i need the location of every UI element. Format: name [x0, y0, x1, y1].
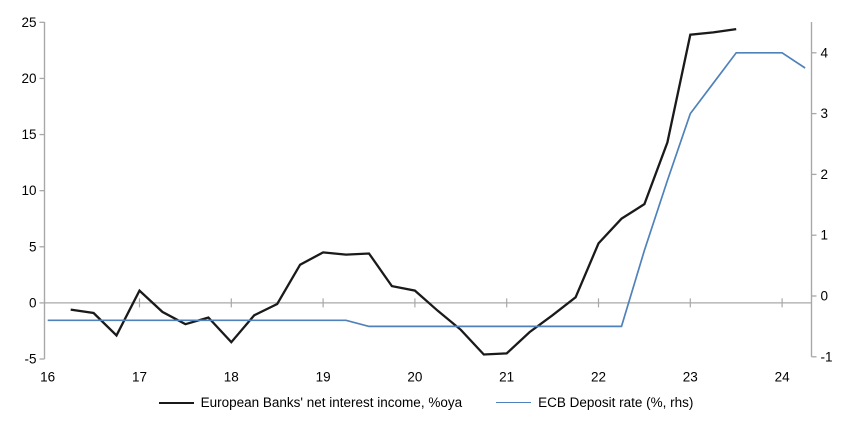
legend-label-ecb-deposit-rate: ECB Deposit rate (%, rhs) — [538, 395, 694, 410]
blue-line-swatch-icon — [496, 402, 532, 403]
y-axis-left-tick-label: 15 — [21, 127, 36, 142]
y-axis-right-tick-label: 3 — [821, 106, 829, 121]
x-axis-tick-label: 24 — [775, 370, 791, 385]
y-axis-right-tick-label: 0 — [821, 289, 829, 304]
x-axis-tick-label: 22 — [591, 370, 606, 385]
black-line-swatch-icon — [158, 401, 194, 404]
x-axis-tick-label: 19 — [316, 370, 331, 385]
series-line-ecb-deposit-rate — [47, 51, 806, 328]
y-axis-right-tick-label: 4 — [821, 45, 829, 60]
y-axis-right-tick-label: 1 — [821, 228, 829, 243]
y-axis-left-tick-label: 25 — [21, 15, 36, 30]
legend-label-net-interest-income: European Banks' net interest income, %oy… — [200, 395, 463, 410]
x-axis-tick-label: 20 — [407, 370, 422, 385]
y-axis-left-tick-label: 0 — [29, 295, 37, 310]
x-axis-tick-label: 21 — [499, 370, 514, 385]
legend: European Banks' net interest income, %oy… — [0, 395, 852, 410]
y-axis-right-tick-label: -1 — [821, 349, 833, 364]
series-line-net-interest-income — [70, 27, 737, 356]
x-axis-tick-label: 17 — [132, 370, 147, 385]
legend-item-ecb-deposit-rate: ECB Deposit rate (%, rhs) — [496, 395, 693, 410]
y-axis-left-tick-label: 5 — [29, 239, 37, 254]
legend-item-net-interest-income: European Banks' net interest income, %oy… — [158, 395, 463, 410]
y-axis-left-tick-label: -5 — [24, 352, 36, 367]
y-axis-left-tick-label: 20 — [21, 71, 36, 86]
x-axis-tick-label: 23 — [683, 370, 698, 385]
x-axis-tick-label: 18 — [224, 370, 239, 385]
y-axis-right-tick-label: 2 — [821, 167, 829, 182]
x-axis-tick-label: 16 — [40, 370, 55, 385]
series-layer — [47, 27, 806, 356]
y-axis-left-tick-label: 10 — [21, 183, 36, 198]
